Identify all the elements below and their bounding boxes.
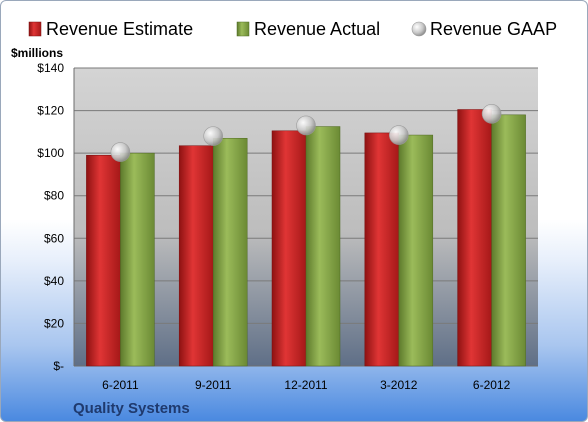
bar-revenue-estimate (178, 145, 214, 367)
company-name: Quality Systems (73, 400, 190, 417)
marker-revenue-gaap (110, 142, 131, 162)
bar-revenue-actual (305, 126, 341, 367)
x-tick-label: 6-2011 (102, 378, 139, 392)
marker-revenue-gaap (388, 125, 409, 145)
y-tick-label: $40 (44, 274, 64, 288)
x-tick-label: 9-2011 (195, 378, 232, 392)
bar-revenue-actual (491, 114, 526, 367)
y-tick-label: $140 (37, 61, 64, 75)
legend-swatch (411, 21, 427, 37)
bar-revenue-actual (398, 134, 434, 367)
y-tick-label: $60 (44, 231, 64, 245)
bar-revenue-actual (120, 152, 155, 367)
bar-revenue-estimate (457, 109, 492, 367)
y-tick-label: $80 (44, 189, 64, 203)
marker-revenue-gaap (296, 115, 316, 136)
bar-revenue-estimate (86, 155, 121, 367)
x-tick-label: 12-2011 (284, 378, 327, 392)
legend-label: Revenue Actual (254, 19, 380, 39)
bar-revenue-estimate (271, 130, 307, 367)
legend-swatch (236, 21, 250, 37)
legend-label: Revenue GAAP (430, 19, 557, 39)
y-tick-label: $20 (44, 316, 64, 330)
y-tick-label: $100 (37, 146, 64, 160)
y-tick-label: $- (53, 359, 64, 373)
unit-label: $millions (11, 46, 63, 60)
marker-revenue-gaap (203, 126, 223, 146)
legend-swatch (28, 21, 42, 37)
legend-label: Revenue Estimate (46, 19, 193, 39)
y-tick-label: $120 (37, 104, 64, 118)
marker-revenue-gaap (481, 103, 502, 124)
bar-revenue-estimate (364, 132, 400, 367)
bar-revenue-actual (212, 137, 248, 367)
x-tick-label: 6-2012 (473, 378, 511, 392)
x-tick-label: 3-2012 (380, 378, 418, 392)
